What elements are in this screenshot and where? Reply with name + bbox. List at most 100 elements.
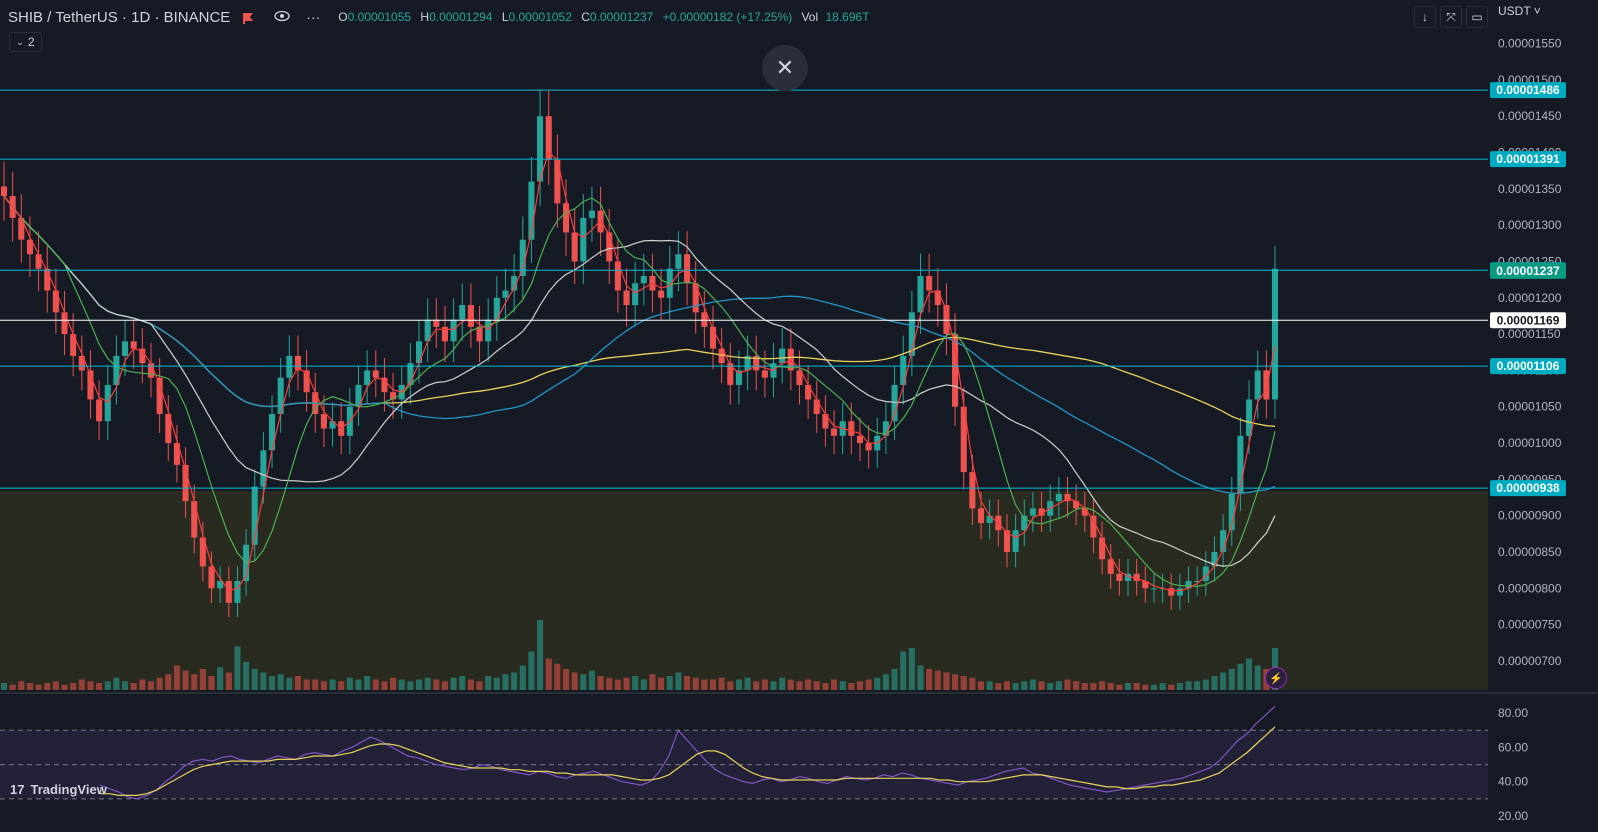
- candle-body: [329, 421, 336, 429]
- candle-body: [1116, 573, 1123, 582]
- rsi-tick-label: 20.00: [1498, 809, 1528, 823]
- expand-button[interactable]: ⤧: [1440, 6, 1462, 28]
- volume-bar: [856, 681, 864, 690]
- candle-body: [908, 312, 915, 356]
- candle-body: [666, 268, 673, 298]
- currency-selector[interactable]: USDT ˅: [1498, 4, 1541, 18]
- volume-bar: [779, 677, 786, 690]
- volume-bar: [908, 648, 915, 690]
- volume-bar: [1029, 679, 1036, 690]
- volume-bar: [917, 665, 924, 690]
- candle-body: [519, 239, 526, 276]
- candle-body: [554, 159, 561, 204]
- ma-green-line: [3, 195, 1276, 588]
- candle-body: [294, 355, 301, 371]
- volume-bar: [995, 683, 1002, 690]
- volume-bar: [96, 683, 103, 690]
- volume-bar: [882, 674, 889, 690]
- volume-bar: [225, 672, 232, 690]
- change-value: +0.00000182 (+17.25%): [662, 10, 793, 24]
- candle-body: [934, 290, 941, 306]
- candle-body: [1081, 508, 1088, 516]
- close-button[interactable]: ✕: [762, 45, 808, 91]
- level-tag-bg: [1490, 358, 1566, 375]
- candle-body: [1220, 530, 1227, 552]
- candle-body: [104, 384, 111, 422]
- candle-body: [917, 276, 924, 313]
- volume-bar: [1220, 672, 1227, 690]
- candle-body: [485, 319, 492, 342]
- candle-body: [692, 283, 699, 313]
- candle-body: [1003, 530, 1010, 552]
- candle-body: [156, 377, 163, 414]
- volume-bar: [511, 672, 518, 690]
- volume-bar: [346, 677, 353, 690]
- level-tag-label: 0.00001237: [1496, 264, 1560, 278]
- candle-body: [0, 186, 8, 197]
- more-icon[interactable]: ···: [306, 9, 321, 25]
- candle-body: [511, 276, 518, 291]
- candle-body: [35, 254, 42, 269]
- candle-body: [234, 581, 241, 603]
- candle-body: [251, 486, 258, 545]
- candle-body: [191, 501, 198, 538]
- volume-bar: [969, 677, 976, 690]
- download-button[interactable]: ↓: [1414, 6, 1436, 28]
- volume-bar: [943, 672, 950, 690]
- volume-bar: [934, 670, 941, 690]
- volume-bar: [165, 674, 172, 690]
- candle-body: [303, 370, 310, 393]
- candle-body: [753, 355, 760, 371]
- volume-bar: [355, 679, 362, 690]
- candle-body: [96, 399, 103, 422]
- volume-bar: [1064, 679, 1071, 690]
- candle-body: [415, 341, 423, 364]
- volume-bar: [173, 665, 180, 690]
- volume-bar: [1246, 658, 1253, 690]
- candle-body: [796, 370, 803, 385]
- volume-bar: [407, 681, 414, 690]
- volume-bar: [658, 677, 665, 690]
- candle-body: [978, 508, 985, 523]
- brand-logo[interactable]: 17 TradingView: [10, 782, 107, 797]
- ma-white-line: [3, 195, 1276, 567]
- fullscreen-button[interactable]: ▭: [1466, 6, 1488, 28]
- candle-body: [1211, 552, 1218, 567]
- flag-icon[interactable]: [242, 11, 254, 24]
- volume-bar: [1099, 681, 1106, 690]
- volume-bar: [381, 681, 388, 690]
- price-tick-label: 0.00000850: [1498, 545, 1562, 559]
- volume-bar: [718, 677, 725, 690]
- volume-bar: [424, 677, 431, 690]
- volume-bar: [78, 679, 85, 690]
- volume-bar: [787, 679, 794, 690]
- volume-bar: [156, 677, 163, 690]
- volume-bar: [217, 667, 224, 690]
- price-tick-label: 0.00001150: [1498, 327, 1561, 341]
- symbol-title[interactable]: SHIB / TetherUS · 1D · BINANCE: [8, 8, 231, 26]
- volume-bar: [926, 669, 933, 690]
- level-tag-label: 0.00001486: [1496, 83, 1560, 97]
- candle-body: [1254, 370, 1261, 400]
- volume-bar: [277, 674, 284, 690]
- eye-icon[interactable]: [274, 9, 290, 25]
- volume-bar: [519, 665, 526, 690]
- candle-body: [1012, 530, 1019, 552]
- candle-body: [1185, 581, 1192, 589]
- candle-body: [78, 355, 85, 371]
- lightning-icon[interactable]: ⚡: [1265, 667, 1287, 689]
- candle-body: [381, 377, 388, 393]
- candle-body: [900, 355, 907, 385]
- volume-bar: [692, 677, 699, 690]
- candle-body: [26, 239, 33, 255]
- volume-bar: [1176, 683, 1183, 690]
- candle-body: [1064, 493, 1071, 502]
- volume-bar: [606, 677, 613, 690]
- volume-bar: [1055, 681, 1062, 690]
- candle-body: [269, 414, 276, 451]
- candle-body: [122, 341, 129, 356]
- close-icon: ✕: [775, 55, 795, 80]
- indicators-collapse-button[interactable]: ⌄ 2: [9, 32, 42, 52]
- chevron-down-icon: ˅: [1530, 4, 1541, 18]
